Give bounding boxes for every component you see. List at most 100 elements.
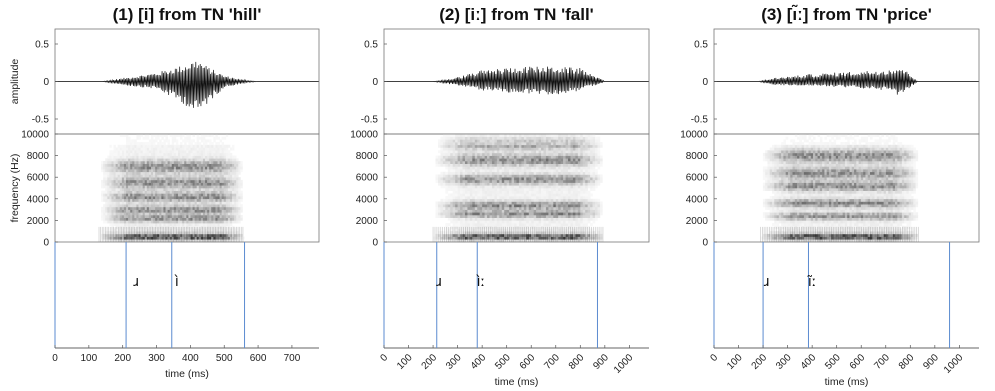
spectrogram-cell (186, 174, 189, 178)
spectrogram-cell (192, 193, 195, 197)
spectrogram-cell (132, 209, 135, 213)
spectrogram-cell (528, 139, 532, 143)
spectrogram-cell (442, 201, 446, 205)
spectrogram-cell (521, 206, 525, 210)
spectrogram-cell (442, 158, 446, 162)
spectrogram-cell (202, 233, 206, 237)
spectrogram-cell (568, 144, 571, 148)
spectrogram-cell (194, 166, 198, 170)
spectrogram-cell (489, 155, 493, 159)
spectrogram-cell (217, 188, 220, 191)
spectrogram-cell (217, 223, 220, 227)
spectrogram-cell (146, 177, 150, 181)
spectrogram-cell (150, 198, 154, 202)
spectrogram-cell (142, 220, 146, 224)
spectrogram-cell (479, 190, 483, 194)
spectrogram-cell (541, 185, 544, 189)
spectrogram-cell (469, 239, 473, 243)
spectrogram-cell (545, 204, 549, 208)
spectrogram-cell (531, 225, 534, 229)
spectrogram-cell (227, 185, 231, 189)
spectrogram-cell (234, 212, 237, 216)
spectrogram-cell (484, 225, 488, 229)
spectrogram-cell (146, 239, 150, 243)
spectrogram-cell (531, 134, 534, 137)
spectrogram-cell (509, 179, 512, 183)
spectrogram-cell (523, 204, 527, 208)
spectrogram-cell (518, 204, 522, 208)
spectrogram-cell (148, 201, 152, 205)
spectrogram-cell (209, 198, 212, 202)
spectrogram-cell (190, 190, 193, 194)
spectrogram-cell (467, 190, 471, 194)
spectrogram-cell (153, 239, 156, 243)
spectrogram-cell (163, 231, 166, 235)
spectrogram-cell (575, 161, 579, 164)
spectrogram-cell (560, 220, 564, 224)
spectrogram-cell (474, 139, 478, 143)
spectrogram-cell (489, 231, 493, 235)
spectrogram-cell (467, 185, 471, 189)
spectrogram-cell (159, 166, 162, 170)
spectrogram-cell (107, 215, 110, 218)
spectrogram-cell (175, 152, 179, 156)
spectrogram-cell (462, 239, 466, 243)
spectrogram-cell (130, 223, 133, 227)
spectrogram-cell (219, 223, 222, 227)
spectrogram-cell (469, 185, 473, 189)
spectrogram-cell (462, 225, 466, 229)
spectrogram-cell (150, 201, 154, 205)
spectrogram-cell (474, 182, 478, 186)
spectrogram-cell (450, 236, 453, 240)
spectrogram-cell (437, 139, 441, 143)
spectrogram-cell (509, 155, 512, 159)
spectrogram-cell (186, 171, 189, 175)
spectrogram-cell (558, 144, 561, 148)
spectrogram-cell (511, 152, 515, 156)
spectrogram-cell (153, 174, 156, 178)
spectrogram-cell (582, 204, 586, 208)
spectrogram-cell (560, 228, 564, 232)
spectrogram-cell (229, 236, 233, 240)
spectrogram-cell (205, 239, 208, 243)
spectrogram-cell (126, 179, 129, 183)
spectrogram-cell (464, 236, 468, 240)
spectrogram-cell (225, 204, 229, 208)
spectrogram-cell (227, 212, 231, 216)
spectrogram-cell (173, 179, 177, 183)
spectrogram-cell (462, 158, 466, 162)
spectrogram-cell (516, 201, 520, 205)
spectrogram-cell (484, 206, 488, 210)
spectrogram-cell (487, 136, 490, 140)
spectrogram-cell (555, 196, 559, 200)
spectrogram-cell (521, 171, 525, 175)
spectrogram-cell (153, 150, 156, 154)
spectrogram-cell (506, 166, 510, 170)
spectrogram-cell (494, 139, 498, 143)
spectrogram-cell (484, 166, 488, 170)
spectrogram-cell (558, 150, 561, 154)
spectrogram-cell (161, 239, 164, 243)
spectrogram-cell (113, 182, 116, 186)
spectrogram-cell (531, 136, 534, 140)
spectrogram-cell (558, 142, 561, 146)
spectrogram-cell (509, 174, 512, 178)
spectrogram-cell (126, 171, 129, 175)
spectrogram-cell (153, 206, 156, 210)
spectrogram-cell (209, 193, 212, 197)
spectrogram-cell (506, 231, 510, 235)
spectrogram-cell (464, 193, 468, 197)
spectrogram-cell (128, 150, 131, 154)
spectrogram-cell (572, 152, 576, 156)
spectrogram-cell (117, 215, 121, 218)
spectrogram-cell (161, 169, 164, 173)
spectrogram-cell (548, 152, 552, 156)
spectrogram-cell (460, 169, 463, 173)
spectrogram-cell (188, 204, 191, 208)
spectrogram-cell (484, 171, 488, 175)
spectrogram-cell (563, 198, 566, 202)
spectrogram-cell (223, 136, 227, 140)
spectrogram-cell (484, 163, 488, 167)
spectrogram-cell (159, 206, 162, 210)
spectrogram-cell (543, 150, 547, 154)
